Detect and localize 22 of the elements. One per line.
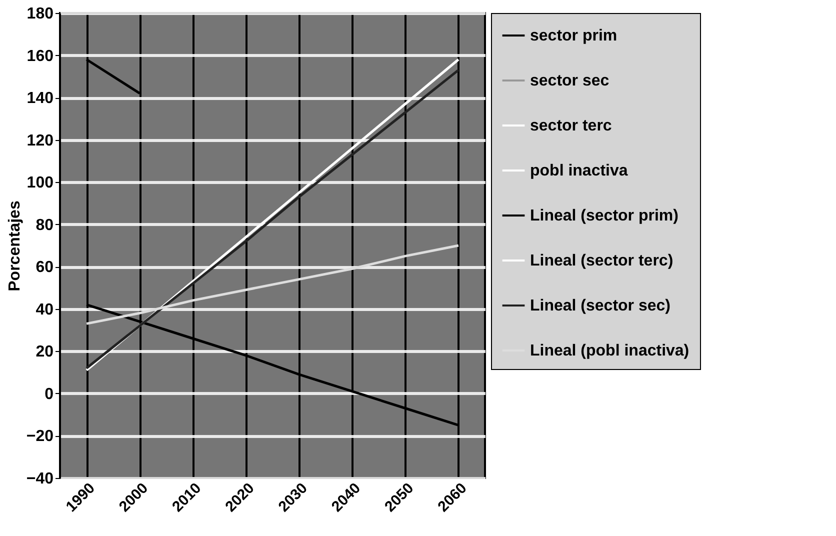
legend-label: sector terc <box>530 118 612 134</box>
legend-label: Lineal (sector sec) <box>530 298 670 314</box>
y-tick-label: 80 <box>36 216 54 234</box>
y-tick-label: −40 <box>26 470 54 488</box>
legend-label: Lineal (sector terc) <box>530 252 674 270</box>
legend-label: sector prim <box>530 28 618 44</box>
legend-label: sector sec <box>530 72 610 90</box>
y-tick-label: 60 <box>36 259 54 276</box>
y-tick-label: 160 <box>26 48 54 65</box>
legend-label: Lineal (pobl inactiva) <box>530 342 690 360</box>
y-tick-label: 140 <box>26 90 54 108</box>
legend-label: Lineal (sector prim) <box>530 208 678 224</box>
y-axis-title: Porcentajes <box>6 200 24 292</box>
y-tick-label: 0 <box>44 386 54 403</box>
legend-label: pobl inactiva <box>530 162 628 180</box>
y-tick-label: 100 <box>26 174 54 192</box>
y-tick-label: 180 <box>26 6 54 22</box>
line-series <box>85 244 460 325</box>
y-tick-label: 120 <box>26 132 54 150</box>
y-tick-label: 20 <box>36 344 54 361</box>
y-tick-label: 40 <box>36 301 54 318</box>
y-tick-label: −20 <box>26 428 54 446</box>
